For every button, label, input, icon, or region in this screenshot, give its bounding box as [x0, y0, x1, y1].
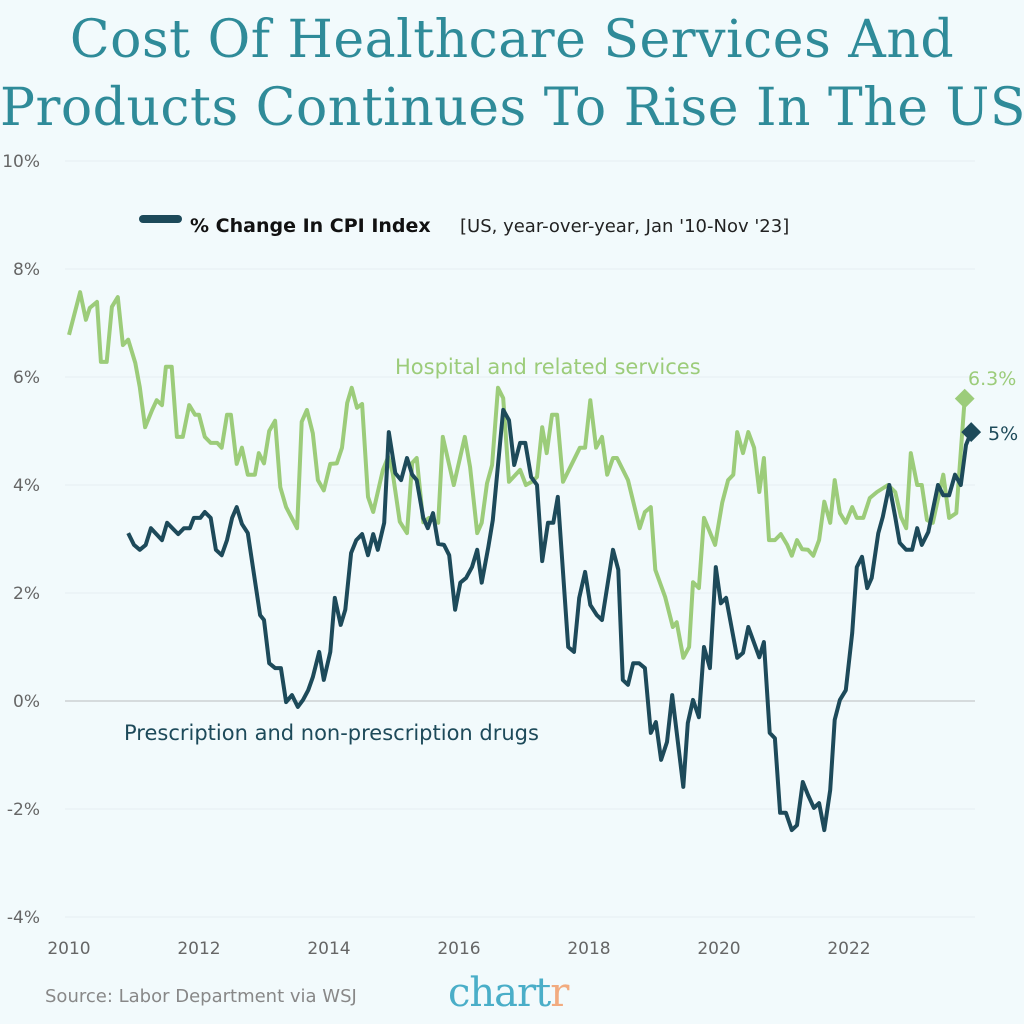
end-label-drugs: 5%: [988, 423, 1018, 445]
y-tick-label: 6%: [13, 368, 40, 388]
y-tick-label: -2%: [7, 800, 40, 820]
y-tick-label: -4%: [7, 908, 40, 928]
chart-title-line-1: Cost Of Healthcare Services And: [69, 10, 955, 70]
series-label-drugs: Prescription and non-prescription drugs: [124, 721, 539, 745]
chartr-logo: chartr: [448, 970, 569, 1016]
y-tick-label: 8%: [13, 260, 40, 280]
legend: % Change In CPI Index [US, year-over-yea…: [139, 215, 789, 237]
y-tick-label: 2%: [13, 584, 40, 604]
y-tick-label: 4%: [13, 476, 40, 496]
series-line-hospital: [67, 290, 967, 660]
y-tick-label: 0%: [13, 692, 40, 712]
series-line-drugs: [126, 407, 974, 833]
series-label-hospital: Hospital and related services: [395, 355, 701, 379]
x-tick-label: 2020: [697, 939, 740, 959]
x-tick-label: 2010: [47, 939, 90, 959]
chart-title-line-2: Products Continues To Rise In The US: [0, 78, 1024, 138]
x-tick-label: 2012: [177, 939, 220, 959]
end-label-hospital: 6.3%: [968, 368, 1016, 390]
end-marker-hospital: [954, 388, 975, 409]
logo-accent: r: [550, 970, 569, 1016]
logo-text: chart: [448, 970, 551, 1016]
legend-title: % Change In CPI Index: [190, 215, 431, 237]
y-tick-label: 10%: [2, 152, 40, 172]
end-marker-drugs: [961, 422, 982, 442]
x-tick-label: 2014: [307, 939, 350, 959]
x-tick-label: 2018: [567, 939, 610, 959]
x-tick-label: 2022: [827, 939, 870, 959]
source-note: Source: Labor Department via WSJ: [45, 986, 357, 1007]
legend-subtitle: [US, year-over-year, Jan '10-Nov '23]: [460, 216, 789, 237]
x-tick-label: 2016: [437, 939, 480, 959]
